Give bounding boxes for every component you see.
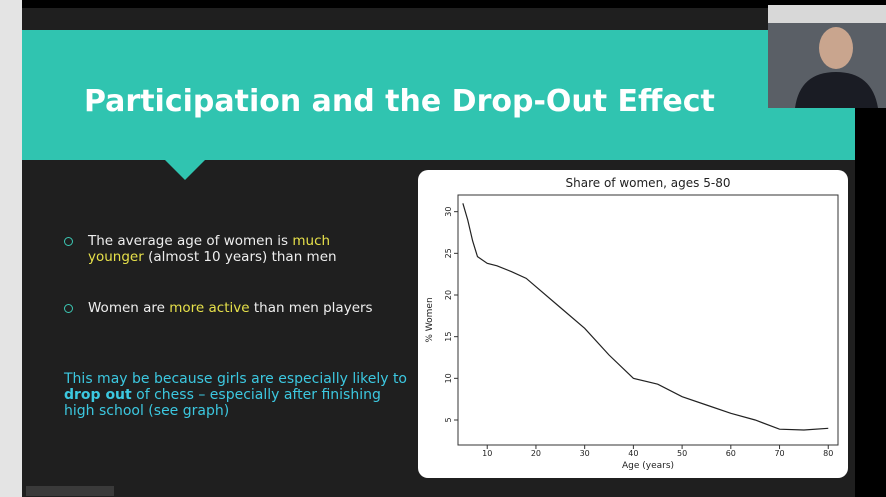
y-axis-label: % Women xyxy=(425,297,435,342)
x-tick-label: 20 xyxy=(531,449,541,458)
y-tick-label: 10 xyxy=(444,373,453,383)
y-tick-label: 5 xyxy=(444,417,453,422)
x-tick-label: 30 xyxy=(580,449,590,458)
x-tick-label: 80 xyxy=(823,449,833,458)
y-tick-label: 30 xyxy=(444,207,453,217)
x-tick-label: 60 xyxy=(726,449,736,458)
y-tick-label: 15 xyxy=(444,332,453,342)
chart-title: Share of women, ages 5-80 xyxy=(566,176,731,190)
x-tick-label: 10 xyxy=(482,449,492,458)
x-tick-label: 40 xyxy=(628,449,638,458)
x-axis-label: Age (years) xyxy=(622,461,674,471)
chart: Share of women, ages 5-80 Age (years) % … xyxy=(0,0,886,497)
x-tick-label: 50 xyxy=(677,449,687,458)
y-tick-label: 20 xyxy=(444,290,453,300)
chart-panel xyxy=(418,170,848,478)
x-tick-label: 70 xyxy=(774,449,784,458)
screen: Participation and the Drop-Out Effect Th… xyxy=(0,0,886,497)
y-tick-label: 25 xyxy=(444,248,453,258)
